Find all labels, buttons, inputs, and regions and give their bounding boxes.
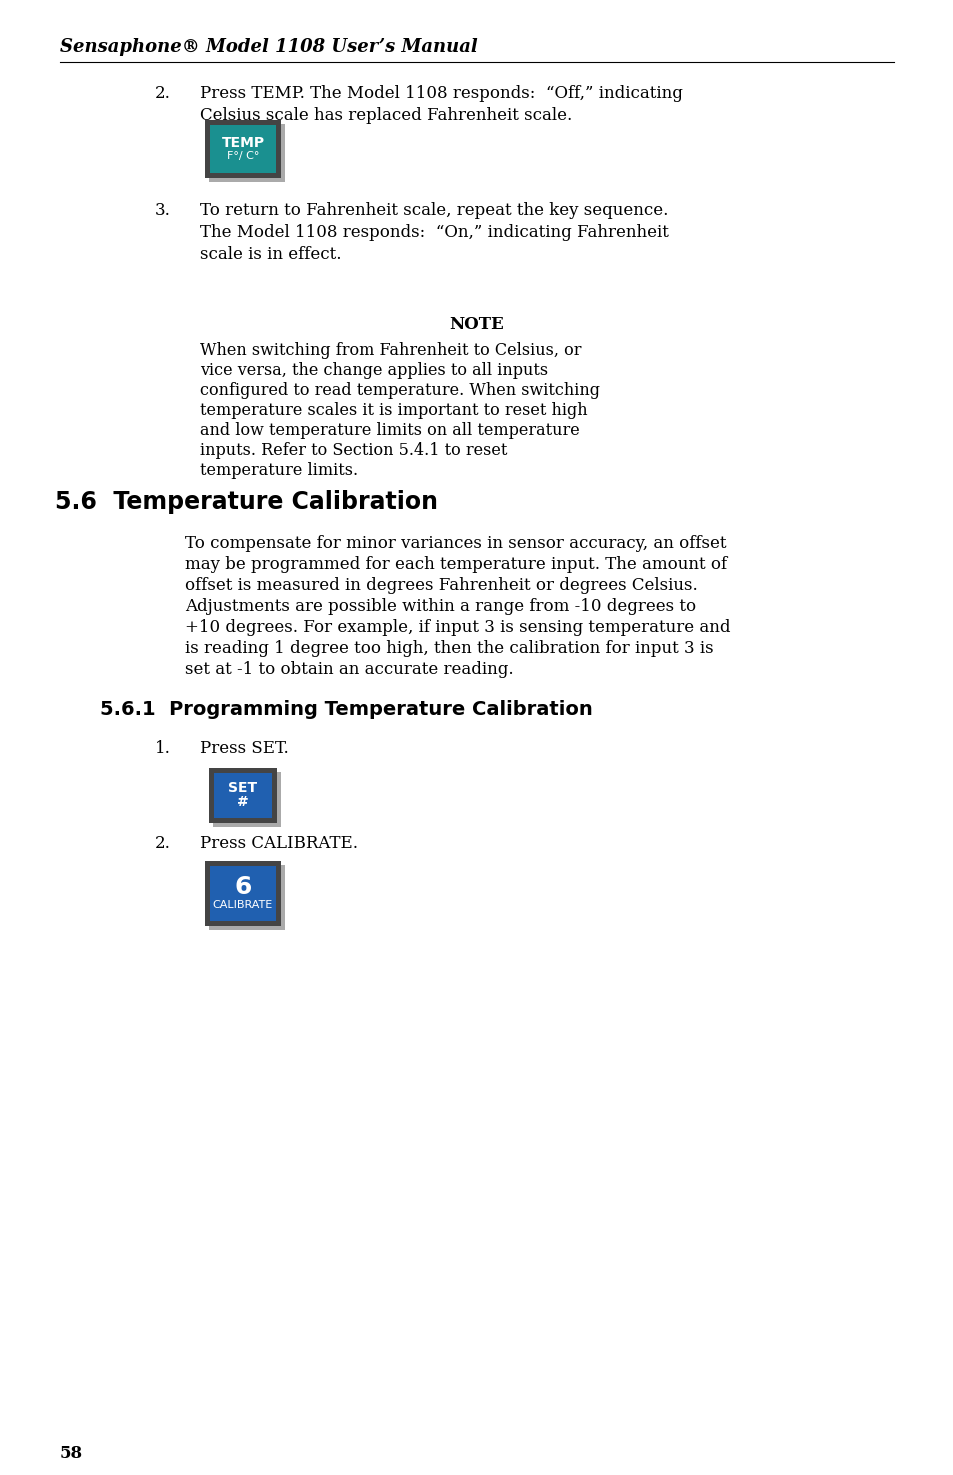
Text: SET: SET — [228, 782, 257, 795]
Text: CALIBRATE: CALIBRATE — [213, 900, 273, 910]
FancyBboxPatch shape — [209, 768, 276, 823]
Text: Press SET.: Press SET. — [200, 740, 289, 757]
Text: NOTE: NOTE — [449, 316, 504, 333]
Text: 3.: 3. — [154, 202, 171, 218]
Text: 5.6.1  Programming Temperature Calibration: 5.6.1 Programming Temperature Calibratio… — [100, 701, 592, 718]
Text: Sensaphone® Model 1108 User’s Manual: Sensaphone® Model 1108 User’s Manual — [60, 38, 477, 56]
Text: F°/ C°: F°/ C° — [227, 150, 259, 161]
FancyBboxPatch shape — [205, 119, 281, 178]
Text: 1.: 1. — [154, 740, 171, 757]
Text: Press TEMP. The Model 1108 responds:  “Off,” indicating: Press TEMP. The Model 1108 responds: “Of… — [200, 86, 682, 102]
Text: +10 degrees. For example, if input 3 is sensing temperature and: +10 degrees. For example, if input 3 is … — [185, 620, 730, 636]
FancyBboxPatch shape — [209, 864, 285, 931]
Text: TEMP: TEMP — [221, 136, 264, 150]
Text: inputs. Refer to Section 5.4.1 to reset: inputs. Refer to Section 5.4.1 to reset — [200, 442, 507, 459]
Text: 2.: 2. — [154, 835, 171, 853]
Text: Press CALIBRATE.: Press CALIBRATE. — [200, 835, 357, 853]
Text: 58: 58 — [60, 1446, 83, 1462]
Text: To compensate for minor variances in sensor accuracy, an offset: To compensate for minor variances in sen… — [185, 535, 726, 552]
Text: vice versa, the change applies to all inputs: vice versa, the change applies to all in… — [200, 361, 548, 379]
FancyBboxPatch shape — [213, 773, 272, 819]
Text: Adjustments are possible within a range from -10 degrees to: Adjustments are possible within a range … — [185, 597, 696, 615]
Text: set at -1 to obtain an accurate reading.: set at -1 to obtain an accurate reading. — [185, 661, 513, 679]
Text: 2.: 2. — [154, 86, 171, 102]
Text: To return to Fahrenheit scale, repeat the key sequence.: To return to Fahrenheit scale, repeat th… — [200, 202, 668, 218]
Text: The Model 1108 responds:  “On,” indicating Fahrenheit: The Model 1108 responds: “On,” indicatin… — [200, 224, 668, 240]
FancyBboxPatch shape — [210, 866, 275, 920]
Text: is reading 1 degree too high, then the calibration for input 3 is: is reading 1 degree too high, then the c… — [185, 640, 713, 656]
Text: #: # — [237, 795, 249, 810]
Text: 6: 6 — [234, 876, 252, 900]
Text: temperature scales it is important to reset high: temperature scales it is important to re… — [200, 403, 587, 419]
Text: Celsius scale has replaced Fahrenheit scale.: Celsius scale has replaced Fahrenheit sc… — [200, 108, 572, 124]
FancyBboxPatch shape — [210, 125, 275, 173]
Text: may be programmed for each temperature input. The amount of: may be programmed for each temperature i… — [185, 556, 726, 572]
Text: and low temperature limits on all temperature: and low temperature limits on all temper… — [200, 422, 579, 440]
Text: offset is measured in degrees Fahrenheit or degrees Celsius.: offset is measured in degrees Fahrenheit… — [185, 577, 697, 594]
FancyBboxPatch shape — [205, 861, 281, 926]
FancyBboxPatch shape — [209, 124, 285, 181]
Text: temperature limits.: temperature limits. — [200, 462, 357, 479]
Text: When switching from Fahrenheit to Celsius, or: When switching from Fahrenheit to Celsiu… — [200, 342, 581, 358]
FancyBboxPatch shape — [213, 771, 281, 827]
Text: scale is in effect.: scale is in effect. — [200, 246, 341, 263]
Text: configured to read temperature. When switching: configured to read temperature. When swi… — [200, 382, 599, 400]
Text: 5.6  Temperature Calibration: 5.6 Temperature Calibration — [55, 490, 437, 513]
